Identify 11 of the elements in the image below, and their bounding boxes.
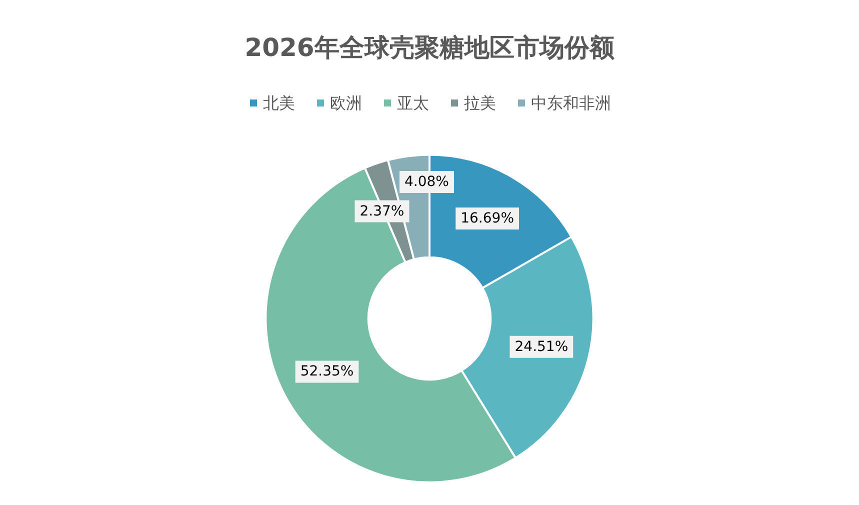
legend-label: 中东和非洲 <box>531 94 611 112</box>
data-label: 2.37% <box>360 203 404 220</box>
legend-label: 亚太 <box>397 94 429 112</box>
data-label: 24.51% <box>514 338 568 355</box>
data-label: 16.69% <box>460 210 514 227</box>
data-label: 52.35% <box>300 364 354 380</box>
legend-label: 拉美 <box>464 94 496 112</box>
legend-label: 北美 <box>263 94 295 112</box>
data-label: 4.08% <box>404 174 449 190</box>
chart-title: 2026年全球壳聚糖地区市场份额 <box>244 33 616 62</box>
legend-label: 欧洲 <box>330 94 362 112</box>
